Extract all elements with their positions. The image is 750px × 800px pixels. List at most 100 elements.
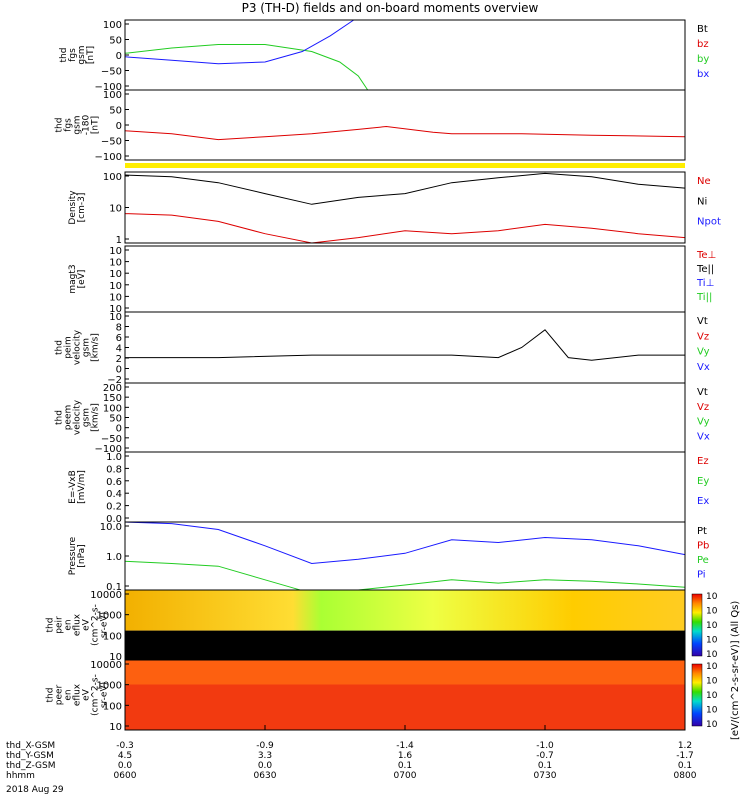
y-axis-label: en	[64, 619, 74, 630]
y-tick-label: 50	[109, 106, 122, 117]
legend-label-Pt: Pt	[697, 526, 707, 537]
data-quality-bar	[125, 163, 685, 168]
y-axis-label: thd	[46, 618, 56, 633]
y-tick-label: 100	[103, 403, 122, 414]
y-axis-label: [km/s]	[91, 333, 101, 362]
y-tick-label: 2	[116, 354, 122, 365]
y-tick-label: 10	[109, 246, 122, 257]
ephemeris-label: thd_X-GSM	[6, 741, 55, 751]
y-axis-label: gsm	[82, 338, 92, 357]
y-tick-label: 1.0	[106, 552, 122, 563]
ephemeris-value: -1.0	[536, 741, 554, 751]
colorbar-tick-label: 10	[706, 650, 718, 660]
y-tick-label: 10	[109, 204, 122, 215]
panel-3: 100 10 1 Density [cm-3] Ne Ni Npot	[68, 171, 721, 246]
y-tick-label: 0	[116, 365, 122, 376]
legend-label-Ez: Ez	[697, 456, 709, 467]
series-Pe-line	[124, 560, 686, 594]
ephemeris-value: 0730	[534, 771, 557, 781]
ion-spectrogram-noise	[125, 630, 685, 660]
date-label: 2018 Aug 29	[6, 785, 64, 795]
y-axis-label: thd	[55, 340, 65, 355]
legend-label-by: by	[697, 54, 709, 65]
y-tick-label: −100	[95, 152, 122, 163]
y-tick-label: 0.8	[106, 464, 122, 475]
y-tick-label: 10000	[90, 660, 122, 671]
y-axis-label: peer	[55, 684, 65, 705]
panel-2: 100 50 0 −50 −100 thd fgs gsm -180 [nT]	[55, 89, 686, 163]
y-tick-label: 8	[116, 323, 122, 334]
y-tick-label: 1000	[97, 681, 122, 692]
ephemeris-value: -0.7	[536, 751, 554, 761]
ephemeris-value: 0.0	[118, 761, 133, 771]
colorbar-tick-label: 10	[706, 677, 718, 687]
legend-label-Vx: Vx	[697, 362, 710, 373]
ephemeris-value: 3.3	[258, 751, 272, 761]
panel-frame	[124, 19, 686, 91]
y-tick-label: 10000	[90, 590, 122, 601]
y-axis-label: (cm^2-s-	[91, 674, 101, 716]
legend-label-Pi: Pi	[697, 570, 706, 581]
panel-1: 100 50 0 −50 −100 thd fgs gsm [nT] Bt bz by bx	[59, 19, 709, 93]
series-Ni-line	[124, 172, 686, 205]
panel-10: 10 10 10 10 10 [eV/(cm^2-s-sr-eV)] (All Qs) 10…	[46, 601, 742, 740]
y-axis-label: [nPa]	[77, 544, 87, 567]
y-tick-label: 0.4	[106, 489, 122, 500]
y-axis-label: eV	[82, 618, 92, 631]
series-by-line	[124, 44, 369, 91]
legend-label-Vx: Vx	[697, 431, 710, 442]
y-axis-label: Pressure	[68, 536, 78, 575]
y-tick-label: 4	[116, 344, 122, 355]
y-axis-label: eflux	[73, 683, 83, 706]
y-axis-label: gsm	[77, 45, 87, 64]
y-axis-label: peir	[55, 616, 65, 634]
series-Pi-line	[124, 521, 686, 565]
y-axis-label: velocity	[73, 329, 83, 365]
panel-7: 1.00.8 0.60.4 0.20.0 E=-VxB [mV/m] Ez Ey Ex	[68, 451, 709, 525]
colorbar	[691, 593, 703, 657]
legend-label-Vy: Vy	[697, 417, 710, 428]
ephemeris-value: 0600	[114, 771, 137, 781]
ephemeris-value: 0.1	[398, 761, 412, 771]
series-Ne-line	[124, 213, 686, 244]
electron-spectrogram-band	[125, 660, 685, 685]
y-axis-label: magt3	[68, 264, 78, 293]
legend-label-Vy: Vy	[697, 347, 710, 358]
y-tick-label: 200	[103, 383, 122, 394]
y-axis-label: [km/s]	[91, 403, 101, 432]
colorbar-tick-label: 10	[706, 691, 718, 701]
ephemeris-value: 1.2	[678, 741, 692, 751]
ephemeris-value: 0700	[394, 771, 417, 781]
y-tick-label: −50	[101, 67, 122, 78]
time-axis: thd_X-GSM -0.3 -0.9 -1.4 -1.0 1.2 thd_Y-GSM 4.5…	[6, 725, 697, 795]
legend-label-Pe: Pe	[697, 555, 709, 566]
y-tick-label: 10	[109, 722, 122, 733]
y-axis-label: sr-eV)	[100, 682, 110, 708]
y-tick-label: 50	[109, 36, 122, 47]
y-tick-label: 6	[116, 333, 122, 344]
y-tick-label: 1.0	[106, 452, 122, 463]
y-axis-label: [nT]	[86, 46, 96, 64]
y-axis-label: [mV/m]	[77, 470, 87, 504]
y-axis-label: Density	[68, 190, 78, 225]
panel-frame	[124, 245, 686, 313]
y-tick-label: 150	[103, 393, 122, 404]
y-axis-label: sr-eV)	[100, 612, 110, 638]
y-axis-label: fgs	[68, 48, 78, 62]
y-tick-label: 10	[109, 292, 122, 303]
y-axis-label: peem	[64, 405, 74, 431]
legend-label-Ti⊥: Ti⊥	[696, 278, 714, 289]
ephemeris-label: thd_Y-GSM	[6, 751, 54, 761]
panel-frame	[124, 89, 686, 161]
legend-label-Vz: Vz	[697, 402, 709, 413]
legend-label-Pb: Pb	[697, 541, 709, 552]
ephemeris-value: 0.1	[538, 761, 552, 771]
y-tick-label: 0.0	[106, 514, 122, 525]
legend-label-Ne: Ne	[697, 176, 711, 187]
y-tick-label: 100	[103, 172, 122, 183]
colorbar-tick-label: 10	[706, 607, 718, 617]
colorbar-tick-label: 10	[706, 592, 718, 602]
y-axis-label: thd	[59, 48, 69, 63]
